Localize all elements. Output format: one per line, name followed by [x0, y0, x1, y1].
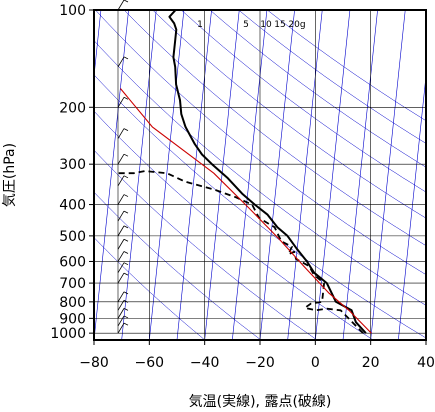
x-tick-label: 40	[417, 355, 435, 371]
isotherm-line	[370, 10, 406, 340]
mixing-ratio-label: 5	[243, 20, 249, 30]
sounding-series	[117, 10, 372, 334]
wind-barb-flag	[123, 291, 129, 295]
dry-adiabat-line	[209, 10, 426, 168]
dry-adiabat-line	[238, 10, 426, 144]
mixing-ratio-label: 15	[274, 20, 285, 30]
isotherm-line	[176, 10, 212, 340]
wind-barb-flag	[123, 251, 129, 254]
wind-barb	[117, 291, 125, 303]
y-axis-title: 気圧(hPa)	[2, 143, 18, 207]
x-tick-label: 0	[311, 355, 320, 371]
dry-adiabat-line	[94, 74, 426, 339]
x-tick-label: −40	[190, 355, 220, 371]
isotherm-line	[315, 10, 351, 340]
wind-barb-flag	[123, 272, 129, 276]
dry-adiabat-line	[123, 10, 426, 246]
wind-barb	[117, 300, 125, 311]
isotherm-line	[287, 10, 323, 340]
isotherm-line	[149, 10, 185, 340]
wind-barb	[117, 128, 125, 139]
x-tick-label: −20	[245, 355, 275, 371]
isotherm-line	[121, 10, 157, 340]
wind-barb	[117, 194, 125, 205]
wind-barb-flag	[123, 96, 129, 100]
dry-adiabat-line	[95, 10, 426, 275]
wind-barb-flag	[123, 308, 129, 311]
wind-barb	[117, 315, 125, 327]
wind-barb	[117, 56, 125, 68]
y-tick-label: 300	[59, 157, 86, 173]
dry-adiabat-line	[94, 110, 374, 340]
isotherm-line	[232, 10, 268, 340]
wind-barb-flag	[123, 262, 129, 266]
y-tick-label: 800	[59, 295, 86, 311]
wind-barb	[117, 153, 125, 165]
wind-barb	[117, 322, 125, 334]
dry-adiabat-line	[94, 191, 262, 340]
isotherm-line	[425, 337, 426, 340]
temperature-line	[168, 10, 367, 334]
wind-barb	[117, 308, 125, 319]
wind-barb	[117, 97, 125, 108]
y-tick-label: 500	[59, 229, 86, 245]
isotherm-line	[204, 10, 240, 340]
y-tick-label: 600	[59, 254, 86, 270]
dry-adiabat-line	[94, 40, 426, 306]
wind-barb-flag	[123, 238, 129, 242]
wind-barb	[117, 210, 125, 222]
wind-profile	[117, 0, 129, 334]
wind-barb-flag	[123, 315, 129, 319]
wind-barb-flag	[123, 153, 129, 157]
y-tick-label: 200	[59, 100, 86, 116]
dry-adiabat-line	[152, 10, 426, 219]
wind-barb	[117, 251, 125, 262]
dry-adiabat-line	[94, 149, 318, 340]
mixing-ratio-label: 10	[260, 20, 272, 30]
wind-barb	[117, 225, 125, 237]
y-tick-label: 900	[59, 311, 86, 327]
isotherm-line	[398, 73, 426, 340]
mixing-ratio-label: 1	[197, 20, 203, 30]
y-tick-label: 1000	[50, 326, 86, 342]
isotherm-line	[94, 10, 129, 340]
x-axis-ticks: −80 −60 −40 −20 0 20 40	[79, 340, 435, 371]
x-axis-title: 気温(実線), 露点(破線)	[189, 394, 332, 410]
wind-barb	[117, 272, 125, 284]
wind-barb-flag	[123, 194, 129, 197]
y-tick-label: 400	[59, 198, 86, 214]
wind-barb-flag	[123, 128, 129, 131]
isotherm-line	[94, 10, 102, 79]
wind-barb-flag	[123, 175, 129, 179]
wind-barb-flag	[123, 299, 129, 303]
wind-barb	[117, 239, 125, 250]
wind-barb-flag	[123, 56, 129, 60]
mixing-ratio-labels: 1 5 10 15 20g	[197, 20, 305, 30]
wind-barb-flag	[123, 0, 129, 3]
wind-barb	[117, 262, 125, 273]
wind-barb-flag	[123, 225, 129, 229]
parcel-line	[119, 88, 372, 334]
dry-adiabat-line	[181, 10, 426, 193]
isotherm-line	[342, 10, 378, 340]
isotherm-lines	[94, 10, 426, 340]
x-tick-label: −80	[79, 355, 109, 371]
isotherm-line	[259, 10, 295, 340]
y-tick-label: 100	[59, 3, 86, 19]
wind-barb-flag	[123, 210, 129, 214]
dry-adiabat-line	[94, 237, 206, 340]
y-tick-label: 700	[59, 276, 86, 292]
wind-barb	[117, 175, 125, 187]
wind-barb-flag	[123, 322, 129, 326]
x-tick-label: −60	[135, 355, 165, 371]
mixing-ratio-label: 20g	[288, 20, 305, 30]
x-tick-label: 20	[362, 355, 380, 371]
wind-barb	[117, 0, 125, 11]
dewpoint-line	[117, 170, 364, 334]
